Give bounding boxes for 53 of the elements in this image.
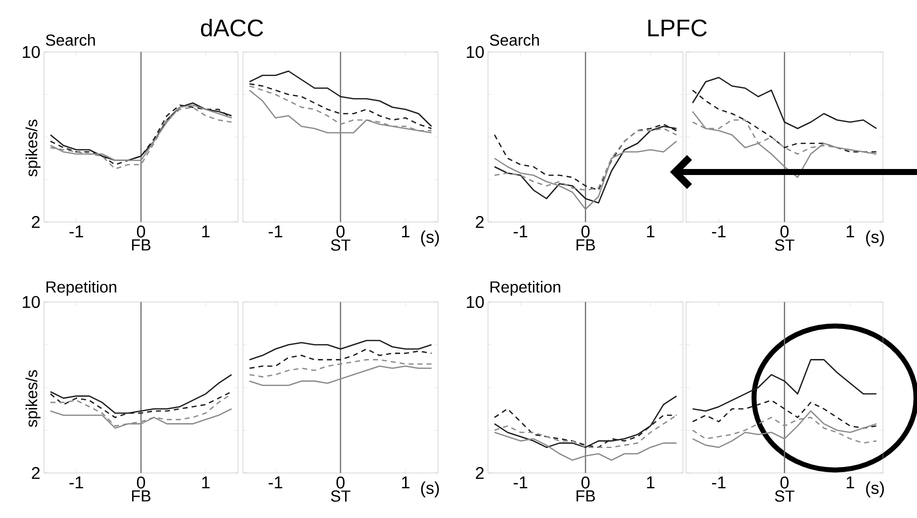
y-tick-label: 2 [476, 467, 484, 479]
y-tick-label: 2 [476, 216, 484, 228]
x-tick-label: -1 [712, 476, 726, 488]
x-axis-title: FB [132, 490, 150, 502]
x-tick-label: 1 [846, 476, 854, 488]
text: (s) [421, 482, 439, 498]
text: (s) [421, 230, 439, 246]
y-tick-label: 10 [466, 296, 484, 308]
y-axis-title: spikes/s [26, 370, 40, 427]
y-tick-label: 2 [32, 216, 40, 228]
x-tick-label: 1 [647, 226, 654, 238]
chart-title: dACC [201, 18, 264, 36]
x-tick-label: -1 [514, 476, 528, 488]
chart-subtitle: Search [46, 34, 95, 46]
chart-subtitle: Repetition [46, 280, 116, 296]
x-tick-label: -1 [268, 226, 282, 238]
x-tick-label: -1 [70, 226, 84, 238]
x-axis-title: FB [132, 239, 150, 250]
chart-subtitle: Search [490, 34, 539, 46]
line-series [494, 395, 678, 448]
y-tick-label: 2 [32, 467, 40, 479]
chart-title: LPFC [648, 19, 707, 36]
x-tick-label: -1 [268, 476, 282, 488]
y-axis-title: spikes/s [26, 120, 40, 176]
chart-subtitle: Repetition [490, 280, 560, 296]
y-tick-label: 10 [466, 46, 484, 58]
x-tick-label: 0 [136, 476, 146, 489]
y-tick-label: 10 [22, 46, 40, 58]
x-tick-label: 0 [336, 476, 345, 489]
x-axis-title: FB [576, 490, 595, 502]
x-tick-label: 1 [202, 226, 210, 238]
x-tick-label: 1 [402, 476, 410, 488]
x-tick-label: 0 [780, 226, 789, 238]
x-axis-title: ST [331, 490, 350, 502]
x-tick-label: 0 [336, 226, 345, 238]
x-tick-label: -1 [514, 226, 528, 238]
x-tick-label: -1 [712, 226, 726, 238]
x-tick-label: 0 [780, 476, 789, 489]
x-tick-label: 1 [647, 476, 654, 488]
x-axis-title: ST [331, 239, 350, 251]
x-axis-title: FB [576, 239, 595, 250]
x-tick-label: 0 [136, 226, 146, 238]
x-tick-label: 1 [402, 226, 410, 238]
x-tick-label: 1 [846, 226, 854, 238]
y-tick-label: 10 [22, 296, 40, 308]
x-tick-label: 0 [581, 226, 590, 238]
x-axis-title: ST [775, 239, 794, 251]
text: (s) [866, 482, 884, 498]
x-tick-label: 1 [202, 476, 210, 488]
x-axis-title: ST [775, 490, 794, 502]
x-tick-label: -1 [70, 476, 84, 488]
x-tick-label: 0 [581, 476, 590, 489]
text: (s) [866, 230, 884, 246]
